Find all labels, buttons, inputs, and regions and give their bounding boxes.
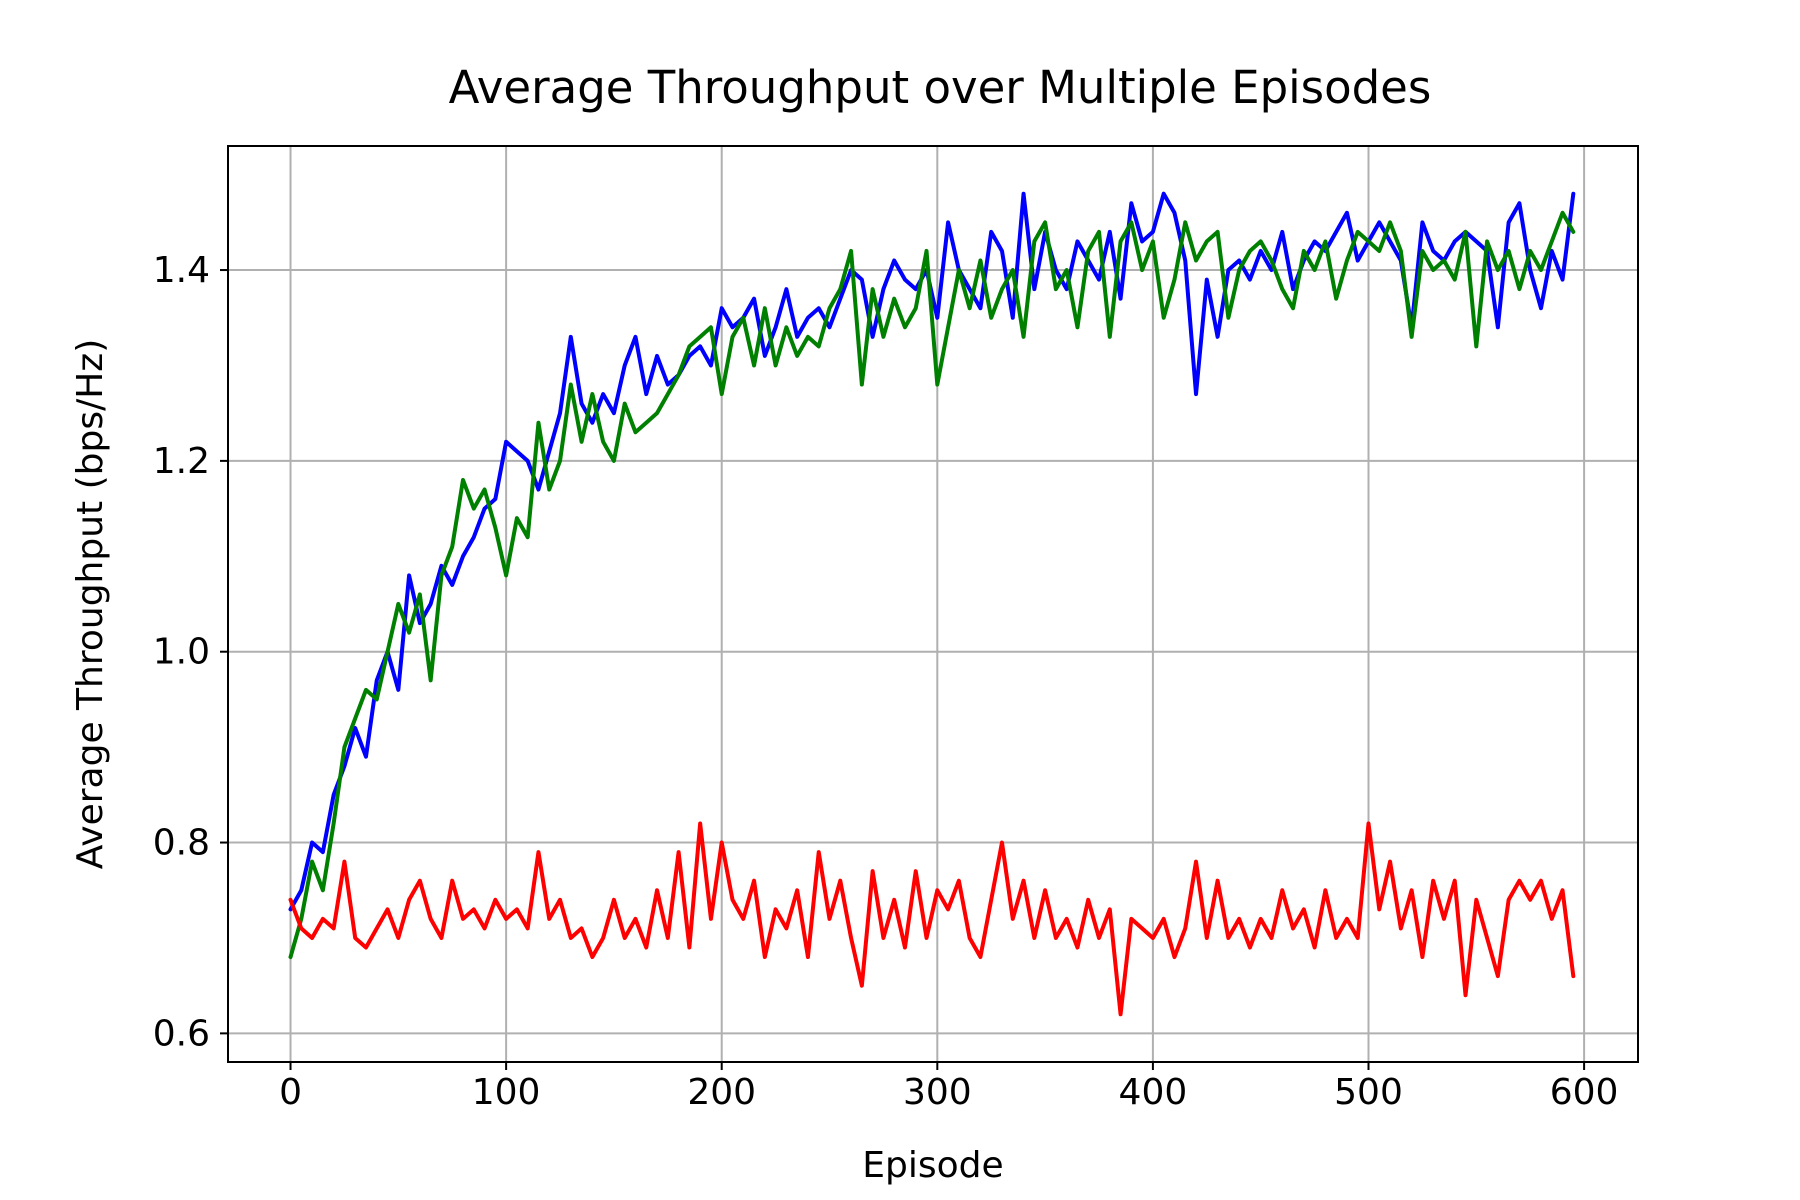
plot-area-frame (227, 145, 1639, 1063)
x-tick-label: 300 (903, 1072, 972, 1113)
x-tick-label: 200 (687, 1072, 756, 1113)
y-tick-label: 1.4 (153, 250, 210, 291)
y-tick-label: 1.2 (153, 441, 210, 482)
x-tick-label: 0 (279, 1072, 302, 1113)
x-tick-label: 600 (1550, 1072, 1619, 1113)
x-tick-label: 100 (472, 1072, 541, 1113)
y-tick-label: 0.6 (153, 1013, 210, 1054)
chart-series-group (288, 191, 1576, 1017)
chart-grid (228, 146, 1638, 1062)
y-axis-label: Average Throughput (bps/Hz) (70, 339, 111, 869)
series-line-2 (288, 210, 1576, 960)
x-tick-label: 400 (1119, 1072, 1188, 1113)
x-axis-label: Episode (862, 1145, 1003, 1186)
x-tick-label: 500 (1334, 1072, 1403, 1113)
y-tick-label: 1.0 (153, 632, 210, 673)
y-tick-label: 0.8 (153, 823, 210, 864)
chart-title: Average Throughput over Multiple Episode… (449, 61, 1432, 114)
y-axis-ticks: 0.6 0.8 1.0 1.2 1.4 (153, 250, 228, 1054)
x-axis-ticks: 0 100 200 300 400 500 600 (279, 1062, 1618, 1113)
series-line-3 (288, 821, 1576, 1017)
